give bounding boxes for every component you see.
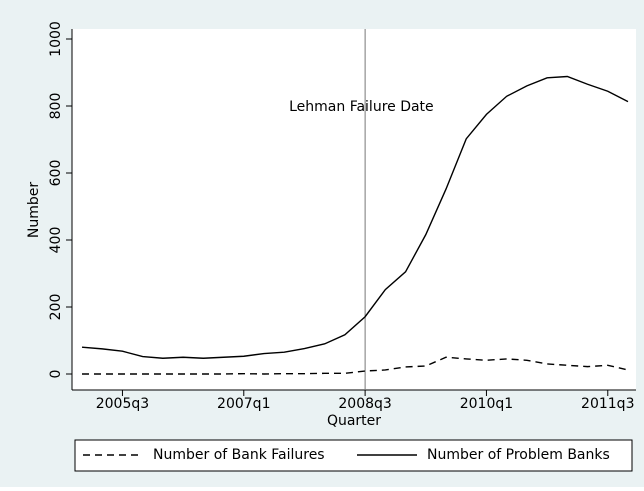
x-tick-label: 2008q3 xyxy=(338,396,391,412)
series-line xyxy=(82,356,629,375)
x-tick-label: 2010q1 xyxy=(460,396,513,412)
annotation: Lehman Failure Date xyxy=(289,99,434,115)
x-tick-label: 2005q3 xyxy=(96,396,149,412)
x-tick-label: 2007q1 xyxy=(217,396,270,412)
plot-area xyxy=(72,29,636,390)
series-line xyxy=(81,75,629,359)
y-tick-label: 0 xyxy=(48,370,64,379)
y-tick-label: 200 xyxy=(48,294,64,321)
y-tick-label: 1000 xyxy=(48,21,64,57)
y-tick-label: 800 xyxy=(48,93,64,120)
x-tick-label: 2011q3 xyxy=(581,396,634,412)
legend-label: Number of Problem Banks xyxy=(427,447,610,463)
legend-label: Number of Bank Failures xyxy=(153,447,325,463)
y-tick-label: 400 xyxy=(48,227,64,254)
y-tick-label: 600 xyxy=(48,160,64,187)
legend xyxy=(74,439,633,472)
y-axis-title: Number xyxy=(26,182,42,238)
x-axis-title: Quarter xyxy=(327,413,381,429)
